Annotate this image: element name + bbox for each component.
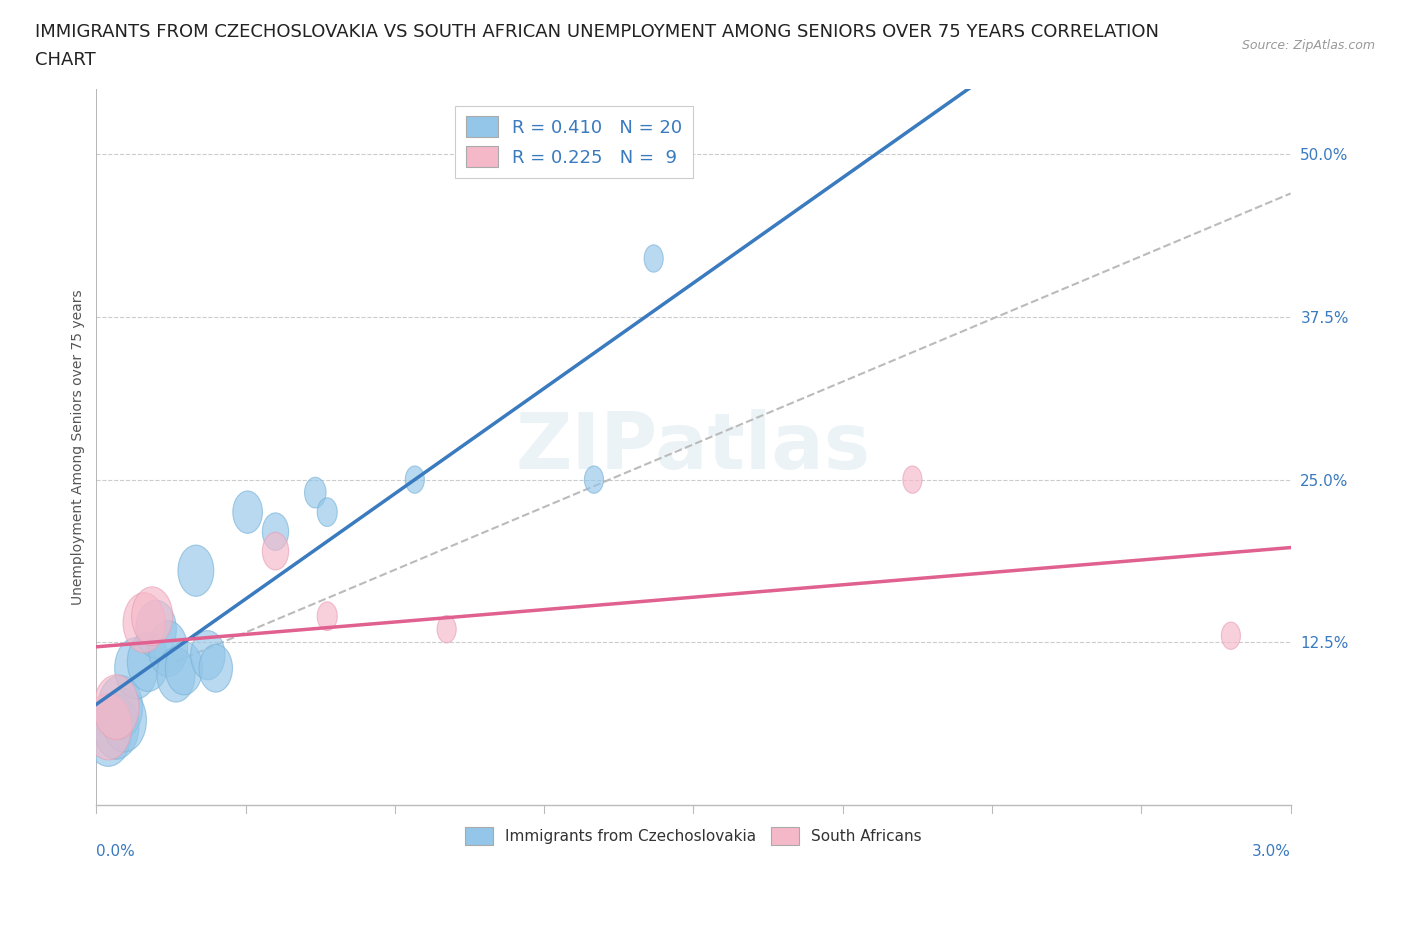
Ellipse shape <box>157 647 195 702</box>
Ellipse shape <box>318 498 337 526</box>
Text: 0.0%: 0.0% <box>97 844 135 859</box>
Ellipse shape <box>200 644 232 692</box>
Text: Source: ZipAtlas.com: Source: ZipAtlas.com <box>1241 39 1375 52</box>
Ellipse shape <box>233 491 263 533</box>
Ellipse shape <box>585 466 603 493</box>
Ellipse shape <box>94 675 139 739</box>
Ellipse shape <box>405 466 425 493</box>
Ellipse shape <box>191 631 225 680</box>
Ellipse shape <box>94 695 139 759</box>
Ellipse shape <box>263 512 288 551</box>
Ellipse shape <box>644 245 664 272</box>
Ellipse shape <box>132 587 173 645</box>
Ellipse shape <box>115 637 157 699</box>
Y-axis label: Unemployment Among Seniors over 75 years: Unemployment Among Seniors over 75 years <box>72 289 86 604</box>
Ellipse shape <box>86 694 132 760</box>
Text: IMMIGRANTS FROM CZECHOSLOVAKIA VS SOUTH AFRICAN UNEMPLOYMENT AMONG SENIORS OVER : IMMIGRANTS FROM CZECHOSLOVAKIA VS SOUTH … <box>35 23 1159 41</box>
Text: CHART: CHART <box>35 51 96 69</box>
Ellipse shape <box>263 532 288 570</box>
Text: 3.0%: 3.0% <box>1251 844 1291 859</box>
Legend: Immigrants from Czechoslovakia, South Africans: Immigrants from Czechoslovakia, South Af… <box>460 821 928 851</box>
Ellipse shape <box>166 642 202 695</box>
Ellipse shape <box>86 700 132 766</box>
Ellipse shape <box>903 466 922 493</box>
Ellipse shape <box>1222 622 1240 649</box>
Ellipse shape <box>98 675 142 739</box>
Ellipse shape <box>437 616 456 643</box>
Ellipse shape <box>149 620 187 677</box>
Ellipse shape <box>318 602 337 631</box>
Text: ZIPatlas: ZIPatlas <box>516 409 870 485</box>
Ellipse shape <box>179 545 214 596</box>
Ellipse shape <box>305 477 326 508</box>
Ellipse shape <box>103 688 146 752</box>
Ellipse shape <box>124 592 165 653</box>
Ellipse shape <box>128 632 169 691</box>
Ellipse shape <box>136 600 176 658</box>
